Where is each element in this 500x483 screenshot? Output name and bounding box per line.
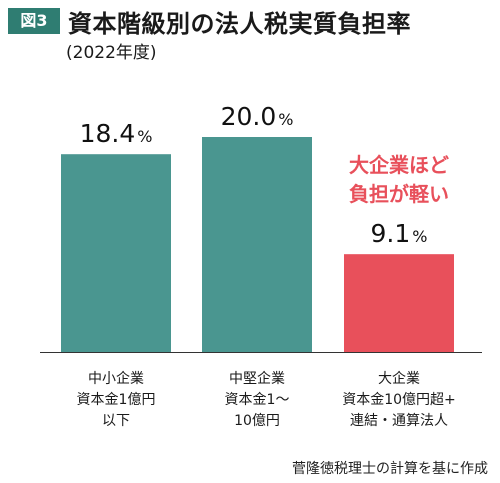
category-label-1-2: 資本金1億円	[77, 392, 156, 408]
category-label-1-3: 以下	[102, 413, 130, 429]
category-label-1-1: 中小企業	[88, 370, 144, 387]
category-label-3-2: 資本金10億円超+	[342, 392, 456, 408]
category-label-2-3: 10億円	[234, 413, 280, 429]
category-label-3-1: 大企業	[378, 370, 420, 387]
category-label-2-2: 資本金1～	[225, 392, 290, 408]
bar-1	[61, 154, 171, 352]
category-label-2-1: 中堅企業	[229, 370, 285, 387]
bar-2	[202, 137, 312, 352]
chart-subtitle: (2022年度)	[66, 43, 157, 63]
source-credit: 菅隆徳税理士の計算を基に作成	[292, 461, 488, 477]
annotation-line-2: 負担が軽い	[349, 182, 449, 206]
value-label-2: 20.0%	[221, 102, 294, 131]
bar-3	[344, 254, 454, 352]
figure-label: 図3	[8, 8, 60, 34]
annotation-line-1: 大企業ほど	[349, 153, 449, 177]
value-label-3: 9.1%	[371, 219, 428, 248]
chart-title: 資本階級別の法人税実質負担率	[68, 10, 411, 38]
category-label-3-3: 連結・通算法人	[350, 413, 448, 429]
value-label-1: 18.4%	[80, 119, 153, 148]
